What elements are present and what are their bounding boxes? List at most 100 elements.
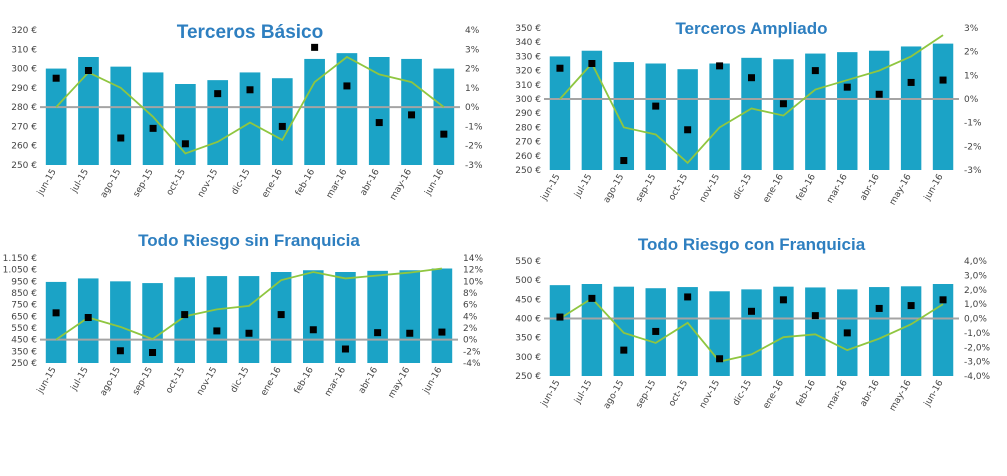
marker-point (907, 78, 915, 86)
marker-point (843, 329, 851, 337)
bar (45, 281, 67, 363)
marker-point (588, 294, 596, 302)
y2-tick-label: 4,0% (964, 257, 987, 267)
x-tick-label: abr-16 (859, 378, 882, 408)
y2-tick-label: 2% (964, 48, 979, 58)
bar (431, 268, 453, 363)
marker-point (245, 329, 253, 337)
x-tick-label: jun-16 (922, 172, 946, 203)
x-tick-label: dic-15 (229, 366, 252, 395)
x-tick-label: ago-15 (99, 168, 123, 200)
y-tick-label: 350 € (515, 334, 541, 344)
y-tick-label: 250 € (515, 166, 541, 176)
x-tick-label: feb-16 (795, 378, 818, 408)
chart-title: Todo Riesgo sin Franquicia (138, 231, 360, 250)
marker-point (84, 67, 92, 74)
y-tick-label: 250 € (515, 372, 541, 382)
y-tick-label: 270 € (11, 122, 37, 132)
marker-point (343, 82, 351, 90)
bar (271, 78, 293, 165)
marker-point (374, 329, 382, 337)
x-tick-label: nov-15 (195, 366, 219, 398)
x-tick-label: sep-15 (634, 173, 658, 205)
x-tick-label: ene-16 (261, 167, 286, 199)
bar (932, 43, 954, 171)
bar (142, 72, 164, 165)
x-tick-label: mar-16 (323, 365, 348, 398)
bar (645, 63, 666, 170)
x-tick-label: jun-15 (35, 168, 58, 199)
y-tick-label: 280 € (11, 103, 37, 113)
x-tick-label: oct-15 (165, 168, 188, 198)
y2-tick-label: 3,0% (964, 271, 987, 281)
y2-tick-label: -3% (964, 166, 982, 176)
marker-point (716, 355, 724, 363)
marker-point (213, 327, 221, 335)
x-tick-label: nov-15 (698, 379, 722, 411)
marker-point (684, 293, 692, 301)
y2-tick-label: 1% (465, 84, 480, 94)
bar (78, 57, 99, 165)
x-tick-label: mar-16 (325, 167, 350, 200)
y2-tick-label: 3% (964, 24, 979, 34)
y2-tick-label: 3% (465, 45, 480, 55)
bar (110, 281, 131, 363)
bar (336, 53, 358, 166)
bar (303, 270, 324, 363)
y-tick-label: 300 € (515, 353, 541, 363)
marker-point (907, 302, 915, 310)
y-tick-label: 650 € (11, 312, 37, 322)
x-tick-label: oct-15 (667, 173, 690, 203)
y2-tick-label: -1% (964, 119, 982, 129)
x-tick-label: feb-16 (294, 167, 317, 197)
y2-tick-label: 8% (463, 289, 478, 299)
y-tick-label: 550 € (11, 324, 37, 334)
trend-line (55, 55, 445, 155)
bar (549, 56, 571, 170)
marker-point (748, 74, 755, 82)
bar (304, 58, 325, 165)
marker-point (309, 326, 317, 334)
y-tick-label: 320 € (515, 67, 541, 77)
y2-tick-label: -2% (964, 142, 982, 152)
chart-svg: Todo Riesgo sin Franquicia 250 € 350 €450 … (3, 231, 484, 400)
y-tick-label: 450 € (515, 295, 541, 305)
y-tick-label: 300 € (515, 95, 541, 105)
bar (45, 68, 67, 165)
chart-svg: Terceros Ampliado 250 € 260 € 270 € 280 € 290… (515, 19, 982, 207)
y2-tick-label: -1,0% (964, 329, 991, 339)
x-tick-label: jun-16 (922, 378, 946, 409)
bar (239, 72, 261, 165)
marker-point (438, 328, 446, 336)
y-tick-label: 250 € (11, 161, 37, 171)
x-tick-label: sep-15 (634, 379, 658, 411)
x-tick-label: ene-16 (259, 365, 284, 397)
y2-tick-label: 10% (463, 277, 483, 287)
x-tick-label: oct-15 (164, 366, 187, 396)
y-tick-label: 310 € (11, 45, 37, 55)
y2-tick-label: -3% (465, 161, 483, 171)
x-tick-label: nov-15 (698, 173, 722, 205)
y2-tick-label: -2% (463, 347, 481, 357)
marker-point (588, 60, 596, 67)
y-tick-label: 290 € (11, 84, 37, 94)
y2-tick-label: 2% (465, 65, 480, 75)
x-tick-label: ago-15 (602, 379, 626, 411)
bar (805, 53, 826, 171)
x-tick-label: jul-15 (573, 173, 595, 201)
trend-line (559, 34, 944, 165)
y2-tick-label: 6% (463, 301, 478, 311)
x-tick-label: mar-16 (825, 378, 850, 411)
y2-tick-label: -2,0% (964, 343, 991, 353)
marker-point (652, 102, 660, 110)
y-tick-label: 1.050 € (3, 266, 38, 276)
marker-point (278, 122, 286, 130)
y-tick-label: 310 € (515, 81, 541, 91)
y2-tick-label: 2% (463, 324, 478, 334)
marker-point (811, 67, 819, 75)
y-tick-label: 850 € (11, 289, 37, 299)
marker-point (277, 311, 285, 319)
x-tick-label: dic-15 (230, 168, 253, 197)
y2-tick-label: 0,0% (964, 315, 987, 325)
y-tick-label: 340 € (515, 38, 541, 48)
